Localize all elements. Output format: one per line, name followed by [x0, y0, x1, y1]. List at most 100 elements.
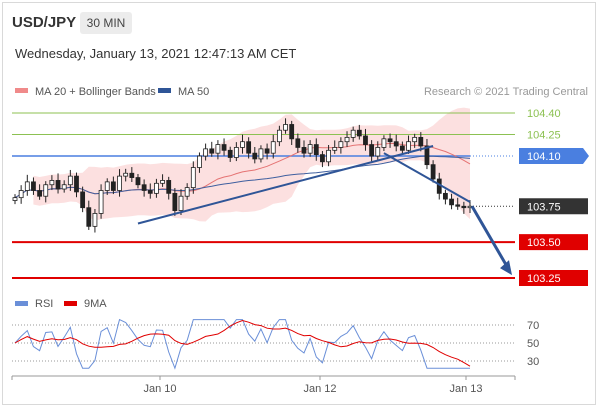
candle-body-70	[443, 192, 448, 200]
candle-body-16	[110, 181, 116, 191]
candle-body-7	[55, 180, 61, 190]
candle-body-22	[147, 190, 153, 194]
resistance-label-0: 104.40	[527, 108, 561, 120]
candle-body-38	[246, 141, 252, 154]
price-tag-label-support-5: 103.25	[527, 273, 561, 285]
candle-body-29	[190, 167, 196, 189]
candle-body-12	[86, 207, 92, 227]
candle-body-21	[141, 184, 147, 191]
candle-body-2	[24, 181, 30, 191]
candle-body-15	[104, 181, 110, 191]
price-tag-label-pivot: 104.10	[527, 151, 561, 163]
candle-body-25	[166, 180, 172, 194]
candle-body-24	[160, 180, 165, 184]
price-tag-label-current: 103.75	[527, 201, 561, 213]
price-tag-label-support-4: 103.50	[527, 237, 561, 249]
candle-body-10	[74, 175, 79, 193]
candle-body-4	[37, 190, 42, 197]
candle-body-67	[424, 145, 430, 166]
chart-datetime: Wednesday, January 13, 2021 12:47:13 AM …	[15, 46, 297, 61]
candle-body-58	[369, 144, 375, 157]
candle-body-41	[264, 148, 270, 154]
candle-body-27	[178, 195, 184, 211]
rsi-tick-2: 30	[527, 356, 539, 368]
candle-body-28	[184, 187, 190, 197]
price-tag-current	[519, 198, 588, 215]
candle-body-44	[283, 124, 288, 131]
legend-label-0: MA 20 + Bollinger Bands	[35, 86, 156, 98]
candle-body-53	[338, 141, 344, 148]
trend-line-1	[383, 152, 471, 203]
candle-body-45	[289, 124, 295, 140]
x-tick-label-1: Jan 12	[303, 383, 336, 395]
candle-body-71	[449, 198, 454, 206]
candle-body-59	[375, 147, 381, 157]
candle-body-57	[363, 135, 368, 145]
candle-body-0	[12, 197, 18, 201]
rsi-tick-1: 50	[527, 338, 539, 350]
price-tag-support-4	[519, 234, 588, 251]
candle-body-1	[18, 190, 24, 199]
candle-body-20	[135, 177, 141, 186]
candle-body-63	[399, 145, 405, 151]
price-tag-pivot	[519, 148, 589, 165]
candle-body-50	[320, 154, 325, 163]
forecast-arrow-head	[500, 260, 512, 276]
candle-body-48	[307, 144, 313, 154]
candle-body-52	[332, 147, 338, 151]
candle-body-32	[209, 148, 215, 154]
candle-body-65	[412, 136, 418, 143]
rsi-legend-swatch-1	[64, 301, 77, 306]
candle-body-62	[393, 141, 399, 147]
candle-body-23	[154, 182, 159, 194]
candle-body-6	[49, 180, 55, 186]
candle-body-43	[276, 129, 282, 143]
resistance-label-1: 104.25	[527, 130, 561, 142]
ma50-line	[14, 155, 471, 199]
candle-body-56	[356, 129, 362, 137]
candle-body-51	[326, 149, 331, 163]
interval-button[interactable]: 30 MIN	[80, 12, 132, 34]
candle-body-66	[418, 136, 424, 147]
trend-line-0	[137, 145, 434, 225]
candle-body-55	[350, 129, 356, 138]
candle-body-54	[344, 136, 350, 143]
rsi-line	[14, 318, 470, 370]
candle-body-64	[406, 141, 411, 151]
candle-body-60	[381, 138, 387, 148]
chart-credit: Research © 2021 Trading Central	[424, 86, 588, 98]
candle-body-47	[301, 147, 307, 154]
candle-body-46	[295, 138, 301, 148]
rsi-tick-0: 70	[527, 320, 539, 332]
candle-body-73	[461, 205, 467, 209]
currency-pair-label: USD/JPY	[12, 14, 77, 31]
candle-body-37	[240, 141, 245, 148]
candle-body-26	[172, 192, 178, 211]
x-tick-label-2: Jan 13	[449, 383, 482, 395]
forecast-arrow-shaft	[470, 205, 510, 269]
rsi-legend-label-1: 9MA	[84, 298, 107, 310]
candle-body-31	[203, 148, 209, 157]
candle-body-49	[313, 144, 319, 156]
legend-swatch-0	[15, 88, 28, 93]
candle-body-72	[455, 204, 461, 207]
candle-body-18	[123, 172, 129, 177]
candle-body-42	[270, 141, 276, 154]
candle-body-36	[233, 147, 239, 158]
candle-body-39	[252, 152, 258, 160]
candle-body-17	[117, 175, 122, 191]
price-tag-support-5	[519, 270, 588, 286]
candle-body-11	[80, 191, 86, 209]
candle-body-3	[31, 181, 36, 191]
legend-label-1: MA 50	[178, 86, 209, 98]
legend-swatch-1	[158, 88, 171, 93]
candle-body-35	[227, 149, 233, 158]
candle-body-9	[67, 175, 73, 186]
candle-body-34	[221, 144, 227, 151]
rsi-legend-label-0: RSI	[35, 298, 53, 310]
candle-body-61	[387, 138, 393, 143]
candle-body-8	[61, 184, 67, 190]
x-tick-label-0: Jan 10	[143, 383, 176, 395]
candle-body-33	[215, 144, 221, 154]
